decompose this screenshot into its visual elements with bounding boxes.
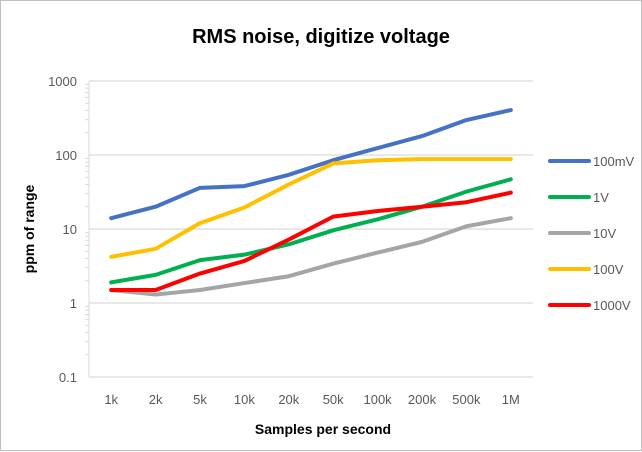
x-tick-label: 2k xyxy=(149,392,163,407)
series-line-100V xyxy=(111,159,511,257)
chart-title: RMS noise, digitize voltage xyxy=(192,26,450,48)
x-tick-label: 100k xyxy=(363,392,392,407)
x-tick-label: 1M xyxy=(502,392,520,407)
y-tick-label: 0.1 xyxy=(59,370,77,385)
legend-label: 1V xyxy=(593,190,609,205)
x-tick-label: 500k xyxy=(452,392,481,407)
y-tick-label: 1000 xyxy=(48,74,77,89)
y-axis-title: ppm of range xyxy=(21,184,37,273)
x-tick-label: 50k xyxy=(323,392,344,407)
x-tick-label: 20k xyxy=(278,392,299,407)
legend-label: 100V xyxy=(593,262,624,277)
x-tick-label: 10k xyxy=(234,392,255,407)
x-tick-label: 1k xyxy=(104,392,118,407)
y-tick-label: 1 xyxy=(70,296,77,311)
y-tick-label: 10 xyxy=(63,222,77,237)
x-axis-title: Samples per second xyxy=(255,421,391,437)
x-tick-label: 200k xyxy=(408,392,437,407)
legend-label: 100mV xyxy=(593,154,635,169)
legend-label: 1000V xyxy=(593,298,631,313)
y-tick-label: 100 xyxy=(55,148,77,163)
x-tick-label: 5k xyxy=(193,392,207,407)
legend-label: 10V xyxy=(593,226,616,241)
